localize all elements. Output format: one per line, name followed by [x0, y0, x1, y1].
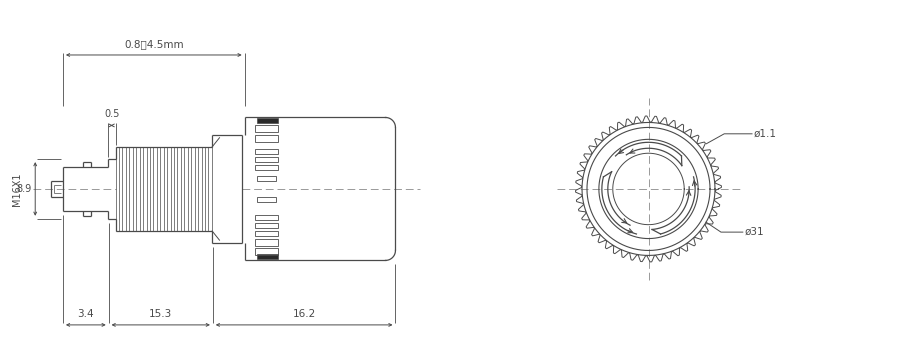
Text: 0.5: 0.5 [104, 110, 120, 119]
Bar [255, 223, 278, 228]
Bar [255, 238, 278, 245]
Bar [257, 254, 278, 260]
Bar [255, 231, 278, 236]
Bar [257, 119, 278, 123]
Bar [255, 249, 278, 256]
Bar [255, 135, 278, 142]
Text: 16.2: 16.2 [293, 309, 316, 319]
Bar [255, 215, 278, 220]
Bar [257, 197, 277, 202]
Bar [257, 176, 277, 181]
Text: 3.4: 3.4 [77, 309, 94, 319]
Text: 0.8～4.5mm: 0.8～4.5mm [124, 39, 183, 49]
Bar [255, 149, 278, 154]
Text: ø1.1: ø1.1 [754, 129, 777, 139]
Bar [255, 165, 278, 170]
Text: M16X1: M16X1 [13, 172, 23, 206]
Text: 15.3: 15.3 [149, 309, 172, 319]
Text: 8.9: 8.9 [16, 184, 31, 194]
Bar [255, 126, 278, 132]
Text: ø31: ø31 [745, 227, 765, 237]
Bar [255, 157, 278, 162]
